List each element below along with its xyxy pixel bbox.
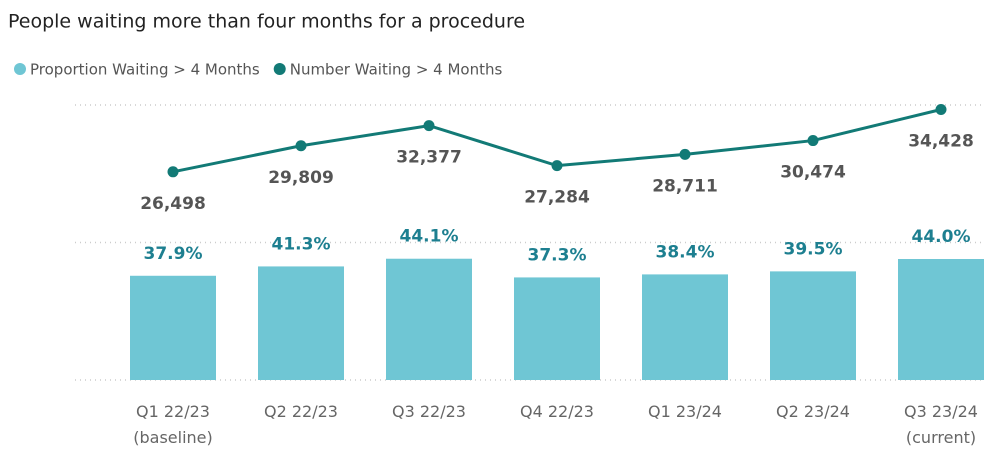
line-label: 27,284	[524, 188, 590, 208]
bar	[642, 274, 728, 380]
point	[423, 120, 435, 132]
bar-label: 37.3%	[528, 245, 587, 265]
line-label: 29,809	[268, 168, 334, 188]
line-label: 32,377	[396, 148, 462, 168]
bar	[898, 259, 984, 380]
bar	[770, 271, 856, 380]
point	[551, 160, 563, 172]
x-tick-label: Q3 22/23	[392, 402, 466, 421]
x-tick-label: Q3 23/24 (current)	[904, 402, 978, 447]
x-tick-label: Q1 22/23 (baseline)	[133, 402, 213, 447]
bar	[514, 277, 600, 380]
point	[295, 140, 307, 152]
point	[807, 135, 819, 147]
point	[679, 148, 691, 160]
x-tick-label: Q1 23/24	[648, 402, 722, 421]
bar-label: 41.3%	[272, 234, 331, 254]
bar-label: 37.9%	[144, 244, 203, 264]
point	[167, 166, 179, 178]
line-label: 26,498	[140, 194, 206, 214]
bar-label: 39.5%	[784, 239, 843, 259]
line-label: 28,711	[652, 176, 718, 196]
bar	[258, 266, 344, 380]
x-tick-label: Q4 22/23	[520, 402, 594, 421]
line-label: 30,474	[780, 163, 846, 183]
bar-label: 38.4%	[656, 242, 715, 262]
legend-marker	[273, 63, 286, 75]
bar	[130, 275, 216, 380]
chart-title: People waiting more than four months for…	[8, 11, 525, 33]
point	[935, 103, 947, 115]
legend-label: Proportion Waiting > 4 Months	[30, 61, 260, 79]
bar	[386, 258, 472, 380]
x-tick-label: Q2 23/24	[776, 402, 850, 421]
legend-marker	[14, 63, 26, 75]
bar-label: 44.0%	[912, 227, 971, 247]
line-label: 34,428	[908, 131, 974, 151]
legend-label: Number Waiting > 4 Months	[290, 61, 503, 79]
bar-label: 44.1%	[400, 227, 459, 247]
x-tick-label: Q2 22/23	[264, 402, 338, 421]
